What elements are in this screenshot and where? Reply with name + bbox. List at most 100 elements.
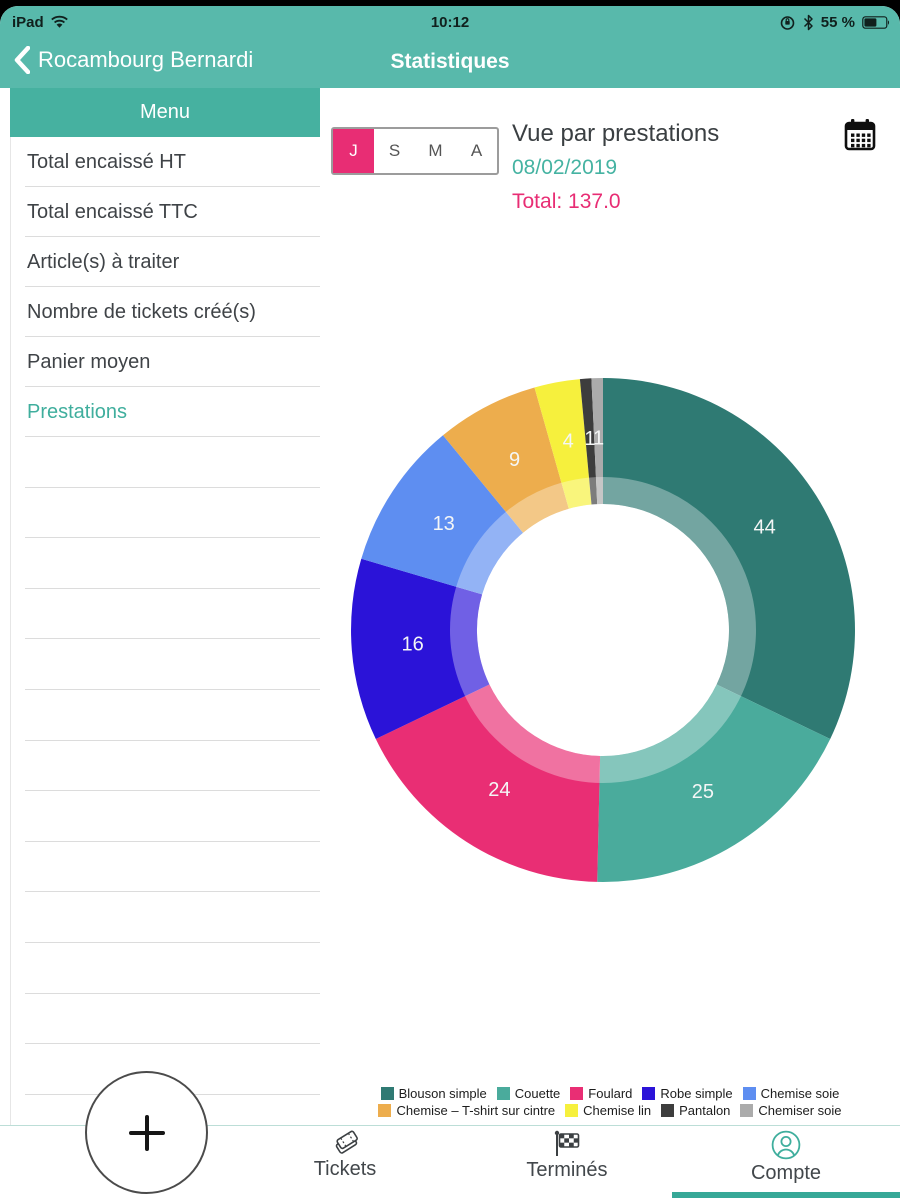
status-time: 10:12 bbox=[430, 14, 470, 31]
period-option-J[interactable]: J bbox=[333, 129, 374, 173]
sidebar-empty-row bbox=[10, 892, 320, 943]
legend-label: Chemise soie bbox=[760, 1086, 840, 1101]
tab-compte[interactable]: Compte bbox=[711, 1130, 861, 1185]
sidebar-left-divider bbox=[10, 88, 11, 1126]
app-screen: iPad 10:12 55 % bbox=[0, 6, 900, 1198]
device-label: iPad bbox=[12, 13, 44, 31]
sidebar-item-3[interactable]: Nombre de tickets créé(s) bbox=[10, 287, 320, 337]
calendar-icon[interactable] bbox=[843, 117, 877, 151]
nav-bar: Rocambourg Bernardi Statistiques bbox=[0, 38, 900, 88]
pie-slice-3[interactable] bbox=[351, 558, 490, 739]
donut-chart: 44 25 24 16 13 9 4 1 1 bbox=[348, 375, 858, 885]
tab-label: Tickets bbox=[313, 1158, 377, 1180]
battery-percent-label: 55 % bbox=[820, 13, 855, 31]
legend-swatch bbox=[380, 1087, 394, 1100]
pie-slice-1[interactable] bbox=[597, 684, 831, 882]
sidebar-empty-row bbox=[10, 589, 320, 640]
slice-value-label: 13 bbox=[433, 513, 455, 535]
tab-tickets[interactable]: Tickets bbox=[270, 1130, 420, 1181]
back-button[interactable]: Rocambourg Bernardi bbox=[14, 46, 253, 74]
legend-item: Foulard bbox=[570, 1086, 632, 1101]
sidebar-empty-row bbox=[10, 994, 320, 1045]
wifi-icon bbox=[50, 15, 68, 28]
header: iPad 10:12 55 % bbox=[0, 6, 900, 88]
sidebar-empty-row bbox=[10, 741, 320, 792]
slice-value-label: 24 bbox=[488, 779, 510, 801]
legend-swatch bbox=[565, 1104, 579, 1117]
legend-swatch bbox=[570, 1087, 584, 1100]
legend-label: Chemise lin bbox=[583, 1103, 652, 1118]
period-option-M[interactable]: M bbox=[428, 141, 443, 160]
sidebar-item-2[interactable]: Article(s) à traiter bbox=[10, 237, 320, 287]
pie-slice-5[interactable] bbox=[443, 387, 569, 533]
slice-value-label: 25 bbox=[692, 781, 714, 803]
slice-value-label: 16 bbox=[401, 634, 423, 656]
sidebar-empty-row bbox=[10, 943, 320, 994]
slice-value-label: 44 bbox=[753, 516, 775, 538]
legend-item: Couette bbox=[496, 1086, 560, 1101]
status-bar: iPad 10:12 55 % bbox=[0, 6, 900, 38]
sidebar-empty-row bbox=[10, 437, 320, 488]
slice-value-label: 1 bbox=[584, 428, 595, 450]
legend-swatch bbox=[642, 1087, 656, 1100]
sidebar-empty-row bbox=[10, 538, 320, 589]
sidebar-item-5[interactable]: Prestations bbox=[10, 387, 320, 437]
back-chevron-icon bbox=[14, 46, 30, 74]
rotation-lock-icon bbox=[780, 15, 795, 30]
legend-item: Chemise – T-shirt sur cintre bbox=[378, 1103, 555, 1118]
sidebar-item-0[interactable]: Total encaissé HT bbox=[10, 137, 320, 187]
plus-icon bbox=[128, 1114, 165, 1151]
pie-slice-2[interactable] bbox=[375, 684, 601, 882]
legend-item: Robe simple bbox=[642, 1086, 733, 1101]
slice-value-label: 4 bbox=[563, 430, 574, 452]
tickets-icon bbox=[335, 1130, 358, 1154]
sidebar-empty-row bbox=[10, 639, 320, 690]
tab-label: Compte bbox=[750, 1162, 822, 1184]
pie-slice-0[interactable] bbox=[603, 378, 855, 739]
legend-label: Robe simple bbox=[660, 1086, 733, 1101]
sidebar-empty-row bbox=[10, 488, 320, 539]
tab-terminés[interactable]: Terminés bbox=[492, 1130, 642, 1182]
sidebar-item-1[interactable]: Total encaissé TTC bbox=[10, 187, 320, 237]
legend-item: Blouson simple bbox=[380, 1086, 487, 1101]
legend-label: Blouson simple bbox=[398, 1086, 487, 1101]
sidebar-empty-row bbox=[10, 842, 320, 893]
menu-header: Menu bbox=[10, 88, 320, 137]
legend-label: Pantalon bbox=[679, 1103, 731, 1118]
inner-highlight-ring bbox=[450, 477, 756, 783]
legend-label: Chemise – T-shirt sur cintre bbox=[396, 1103, 556, 1118]
sidebar-empty-row bbox=[10, 690, 320, 741]
sidebar-empty-row bbox=[10, 791, 320, 842]
legend-swatch bbox=[378, 1104, 392, 1117]
legend-label: Foulard bbox=[588, 1086, 633, 1101]
legend-swatch bbox=[496, 1087, 510, 1100]
account-icon bbox=[771, 1130, 801, 1160]
legend-swatch bbox=[661, 1104, 675, 1117]
active-tab-underline bbox=[672, 1192, 900, 1198]
finish-flag-icon bbox=[554, 1130, 580, 1156]
add-button[interactable] bbox=[85, 1071, 208, 1194]
period-option-S[interactable]: S bbox=[388, 141, 401, 160]
slice-value-label: 1 bbox=[593, 427, 604, 449]
sidebar-item-4[interactable]: Panier moyen bbox=[10, 337, 320, 387]
legend-label: Chemiser soie bbox=[758, 1103, 842, 1118]
legend-item: Pantalon bbox=[661, 1103, 730, 1118]
legend-item: Chemise lin bbox=[565, 1103, 651, 1118]
pie-slice-4[interactable] bbox=[361, 435, 523, 595]
back-label: Rocambourg Bernardi bbox=[38, 47, 254, 72]
stats-date: 08/02/2019 bbox=[512, 156, 618, 179]
stats-total: Total: 137.0 bbox=[512, 190, 621, 213]
legend-swatch bbox=[740, 1104, 754, 1117]
pie-slice-7[interactable] bbox=[579, 378, 598, 505]
sidebar: Menu Total encaissé HT Total encaissé TTC… bbox=[0, 88, 320, 1126]
stats-title: Vue par prestations bbox=[512, 120, 720, 147]
page-title: Statistiques bbox=[390, 50, 510, 73]
menu-items: Total encaissé HT Total encaissé TTC Artic… bbox=[10, 137, 320, 1095]
period-option-A[interactable]: A bbox=[470, 141, 483, 160]
pie-slice-8[interactable] bbox=[591, 378, 603, 505]
legend-swatch bbox=[742, 1087, 756, 1100]
legend-item: Chemise soie bbox=[742, 1086, 840, 1101]
pie-slice-6[interactable] bbox=[534, 379, 592, 509]
